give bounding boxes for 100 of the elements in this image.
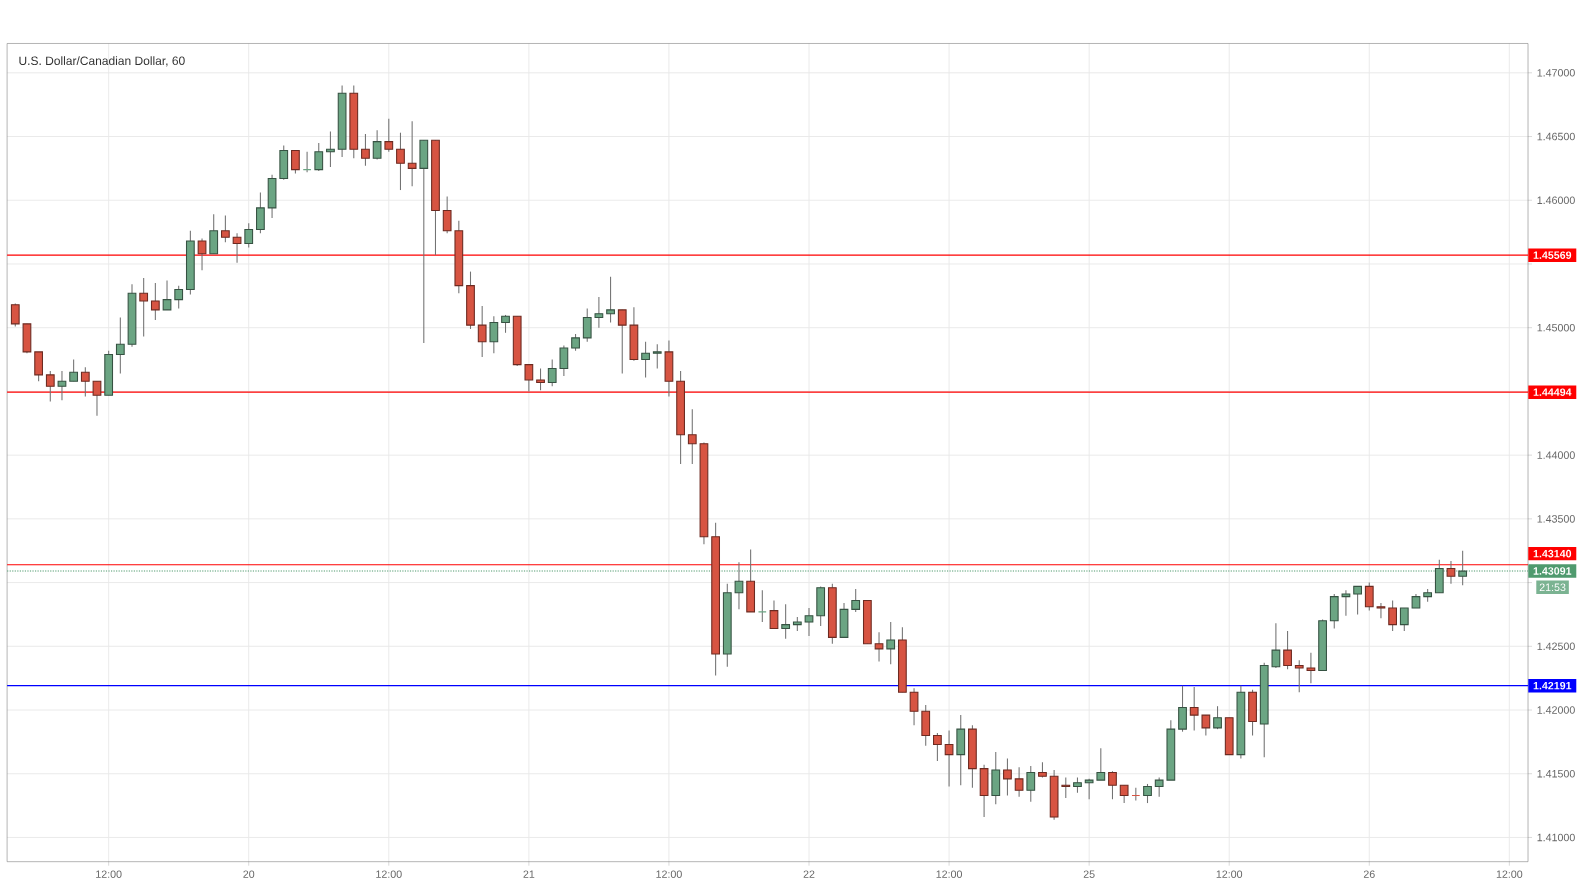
candlestick bbox=[594, 296, 604, 329]
candlestick bbox=[1003, 757, 1012, 796]
candlestick bbox=[1399, 607, 1409, 632]
x-tick-label: 22 bbox=[803, 870, 815, 878]
candlestick bbox=[874, 631, 884, 663]
candlestick bbox=[256, 192, 265, 234]
candlestick bbox=[1458, 550, 1468, 586]
candlestick bbox=[442, 195, 452, 234]
x-tick-label: 12:00 bbox=[656, 870, 682, 878]
candlestick bbox=[757, 589, 767, 623]
candlestick bbox=[1143, 783, 1152, 804]
candlestick bbox=[851, 588, 861, 613]
candlestick bbox=[1376, 602, 1386, 619]
candlestick bbox=[209, 213, 219, 255]
y-tick-label: 1.42500 bbox=[1537, 642, 1575, 651]
candlestick bbox=[1364, 582, 1374, 612]
y-tick-label: 1.41500 bbox=[1537, 769, 1575, 778]
x-tick-label: 12:00 bbox=[1216, 870, 1243, 878]
candlestick bbox=[115, 316, 125, 375]
candlestick bbox=[687, 408, 697, 465]
x-tick-label: 20 bbox=[243, 870, 255, 878]
candlestick bbox=[606, 276, 615, 324]
ref-line-label: 1.44494 bbox=[1533, 388, 1572, 396]
x-tick-label: 26 bbox=[1363, 870, 1375, 878]
candlestick bbox=[652, 343, 662, 370]
candlestick bbox=[1388, 599, 1398, 632]
x-tick-label: 25 bbox=[1083, 870, 1095, 878]
candlestick bbox=[1201, 714, 1211, 737]
x-tick-label: 12:00 bbox=[936, 870, 962, 878]
candlestick bbox=[536, 367, 545, 391]
ref-line-label: 1.45569 bbox=[1533, 251, 1572, 259]
text: U.S. Dollar/Canadian Dollar, 60 bbox=[19, 56, 185, 67]
candlestick bbox=[1306, 652, 1316, 684]
y-tick-label: 1.46000 bbox=[1537, 196, 1575, 205]
candlestick bbox=[524, 364, 534, 392]
y-tick-label: 1.47000 bbox=[1537, 69, 1575, 77]
candlestick bbox=[139, 277, 149, 338]
candlestick bbox=[10, 302, 20, 327]
candlestick bbox=[769, 599, 779, 629]
candlestick bbox=[1154, 777, 1164, 798]
candlestick bbox=[197, 237, 207, 271]
candlestick bbox=[547, 359, 557, 387]
candlestick bbox=[150, 282, 160, 321]
ref-line-label: 1.42191 bbox=[1533, 681, 1572, 690]
candlestick bbox=[1353, 585, 1362, 615]
candlestick bbox=[781, 603, 791, 640]
candlestick bbox=[372, 129, 382, 160]
candlestick bbox=[80, 366, 90, 398]
candlestick bbox=[1178, 685, 1187, 733]
candlestick bbox=[34, 351, 44, 382]
candlestick bbox=[1061, 777, 1071, 799]
candlestick bbox=[1108, 770, 1117, 800]
candlestick bbox=[174, 285, 184, 310]
candlestick bbox=[1096, 747, 1106, 781]
candlestick bbox=[489, 315, 499, 354]
candlestick bbox=[92, 380, 102, 417]
candlestick bbox=[244, 222, 254, 248]
candlestick bbox=[1014, 766, 1024, 798]
candlestick bbox=[641, 341, 650, 378]
candlestick bbox=[162, 279, 172, 311]
candlestick bbox=[1283, 630, 1292, 670]
candlestick bbox=[69, 359, 79, 382]
candlestick bbox=[407, 120, 417, 187]
candlestick bbox=[361, 133, 370, 167]
candlestick bbox=[384, 118, 394, 153]
ref-line-label: 1.43140 bbox=[1533, 549, 1572, 558]
y-tick-label: 1.43500 bbox=[1537, 515, 1575, 523]
y-tick-label: 1.41000 bbox=[1537, 833, 1575, 842]
candlestick bbox=[45, 370, 55, 403]
candlestick bbox=[804, 607, 814, 637]
ref-line-label: 1.43091 bbox=[1533, 567, 1572, 575]
y-tick-label: 1.45000 bbox=[1537, 323, 1575, 332]
candlestick bbox=[1294, 659, 1304, 693]
y-tick-label: 1.42000 bbox=[1537, 706, 1575, 714]
text: 21:53 bbox=[1539, 583, 1566, 592]
candlestick bbox=[886, 621, 896, 665]
x-tick-label: 12:00 bbox=[96, 870, 122, 878]
candlestick bbox=[909, 687, 919, 726]
y-tick-label: 1.44000 bbox=[1537, 451, 1575, 459]
candlestick bbox=[220, 215, 230, 243]
candlestick bbox=[933, 732, 942, 762]
x-tick-label: 12:00 bbox=[1496, 870, 1523, 878]
candlestick bbox=[1189, 686, 1199, 731]
x-tick-label: 12:00 bbox=[376, 870, 402, 878]
candlestick bbox=[396, 132, 405, 191]
candlestick bbox=[1446, 560, 1456, 585]
candlestick bbox=[1271, 622, 1281, 669]
candlestick bbox=[944, 729, 954, 788]
x-tick-label: 21 bbox=[523, 870, 535, 878]
candlestick bbox=[1026, 765, 1036, 803]
candlestick bbox=[1341, 589, 1351, 617]
candlestick bbox=[559, 344, 569, 377]
candlestick bbox=[314, 142, 324, 172]
candlestick bbox=[232, 232, 242, 264]
candlestick bbox=[477, 305, 487, 358]
candlestick bbox=[734, 561, 744, 610]
candlestick bbox=[617, 309, 627, 375]
candlestick bbox=[57, 370, 67, 401]
candlestick bbox=[582, 308, 592, 343]
candlestick bbox=[291, 150, 300, 175]
